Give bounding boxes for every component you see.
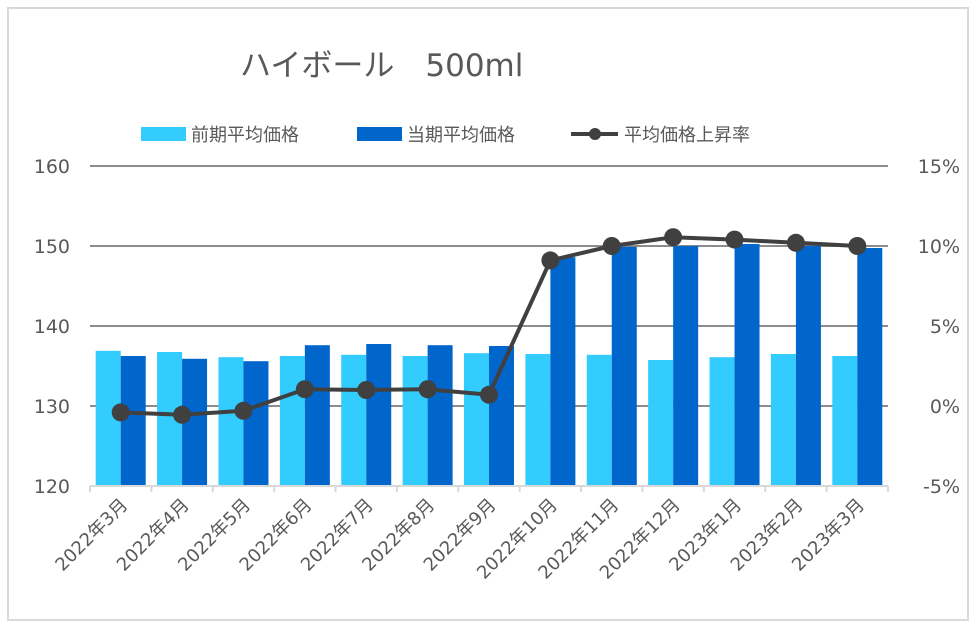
y-right-tick-label: -5% bbox=[923, 476, 960, 498]
rate-marker bbox=[848, 237, 867, 255]
chart-title: ハイボール 500ml bbox=[240, 48, 523, 84]
bar-prev-avg bbox=[586, 354, 612, 486]
bars bbox=[95, 244, 883, 486]
y-right-tick-label: 5% bbox=[930, 316, 960, 338]
bar-prev-avg bbox=[709, 357, 735, 486]
rate-marker bbox=[173, 405, 192, 424]
bar-curr-avg bbox=[120, 356, 146, 486]
legend-swatch-rate-marker bbox=[589, 128, 601, 140]
x-axis: 2022年3月2022年4月2022年5月2022年6月2022年7月2022年… bbox=[51, 485, 889, 584]
bar-curr-avg bbox=[243, 361, 269, 486]
bar-prev-avg bbox=[464, 353, 489, 486]
legend-label-curr-avg: 当期平均価格 bbox=[407, 125, 515, 146]
bar-prev-avg bbox=[341, 354, 367, 486]
rate-marker bbox=[418, 380, 437, 399]
legend-swatch-prev-avg bbox=[141, 127, 186, 141]
y-left-tick-label: 130 bbox=[34, 396, 70, 418]
bar-prev-avg bbox=[218, 357, 244, 486]
rate-marker bbox=[357, 381, 376, 399]
y-right-tick-label: 10% bbox=[918, 236, 960, 258]
y-left-tick-label: 140 bbox=[34, 316, 70, 338]
rate-marker bbox=[480, 385, 498, 404]
y-left-tick-label: 160 bbox=[34, 156, 70, 178]
bar-curr-avg bbox=[734, 244, 760, 486]
bar-prev-avg bbox=[525, 354, 551, 486]
y-left-tick-label: 120 bbox=[34, 476, 70, 498]
y-left-tick-label: 150 bbox=[34, 236, 70, 258]
y-right-tick-label: 15% bbox=[918, 156, 960, 178]
rate-marker bbox=[541, 251, 560, 270]
bar-curr-avg bbox=[795, 246, 821, 486]
bar-prev-avg bbox=[402, 356, 428, 486]
rate-marker bbox=[111, 403, 130, 422]
rate-marker bbox=[234, 401, 253, 420]
bar-curr-avg bbox=[427, 345, 453, 486]
bar-curr-avg bbox=[550, 257, 576, 486]
legend-label-prev-avg: 前期平均価格 bbox=[191, 125, 299, 146]
rate-marker bbox=[725, 230, 744, 249]
rate-line bbox=[111, 228, 867, 424]
legend: 前期平均価格 当期平均価格 平均価格上昇率 bbox=[141, 125, 750, 146]
bar-curr-avg bbox=[366, 344, 392, 486]
rate-marker bbox=[602, 237, 621, 255]
bar-curr-avg bbox=[857, 248, 883, 486]
bar-prev-avg bbox=[770, 354, 796, 486]
y-axis-left: 120 130 140 150 160 bbox=[34, 156, 70, 498]
rate-marker bbox=[664, 228, 683, 247]
bar-curr-avg bbox=[673, 246, 699, 486]
legend-label-rate: 平均価格上昇率 bbox=[624, 125, 750, 146]
bar-curr-avg bbox=[304, 345, 330, 486]
legend-swatch-curr-avg bbox=[357, 127, 402, 141]
rate-marker bbox=[295, 380, 314, 399]
bar-curr-avg bbox=[611, 246, 637, 486]
y-right-tick-label: 0% bbox=[930, 396, 960, 418]
bar-prev-avg bbox=[648, 360, 674, 486]
y-axis-right: -5% 0% 5% 10% 15% bbox=[918, 156, 960, 498]
rate-marker bbox=[786, 233, 805, 252]
bar-prev-avg bbox=[832, 356, 858, 486]
bar-prev-avg bbox=[279, 356, 305, 486]
